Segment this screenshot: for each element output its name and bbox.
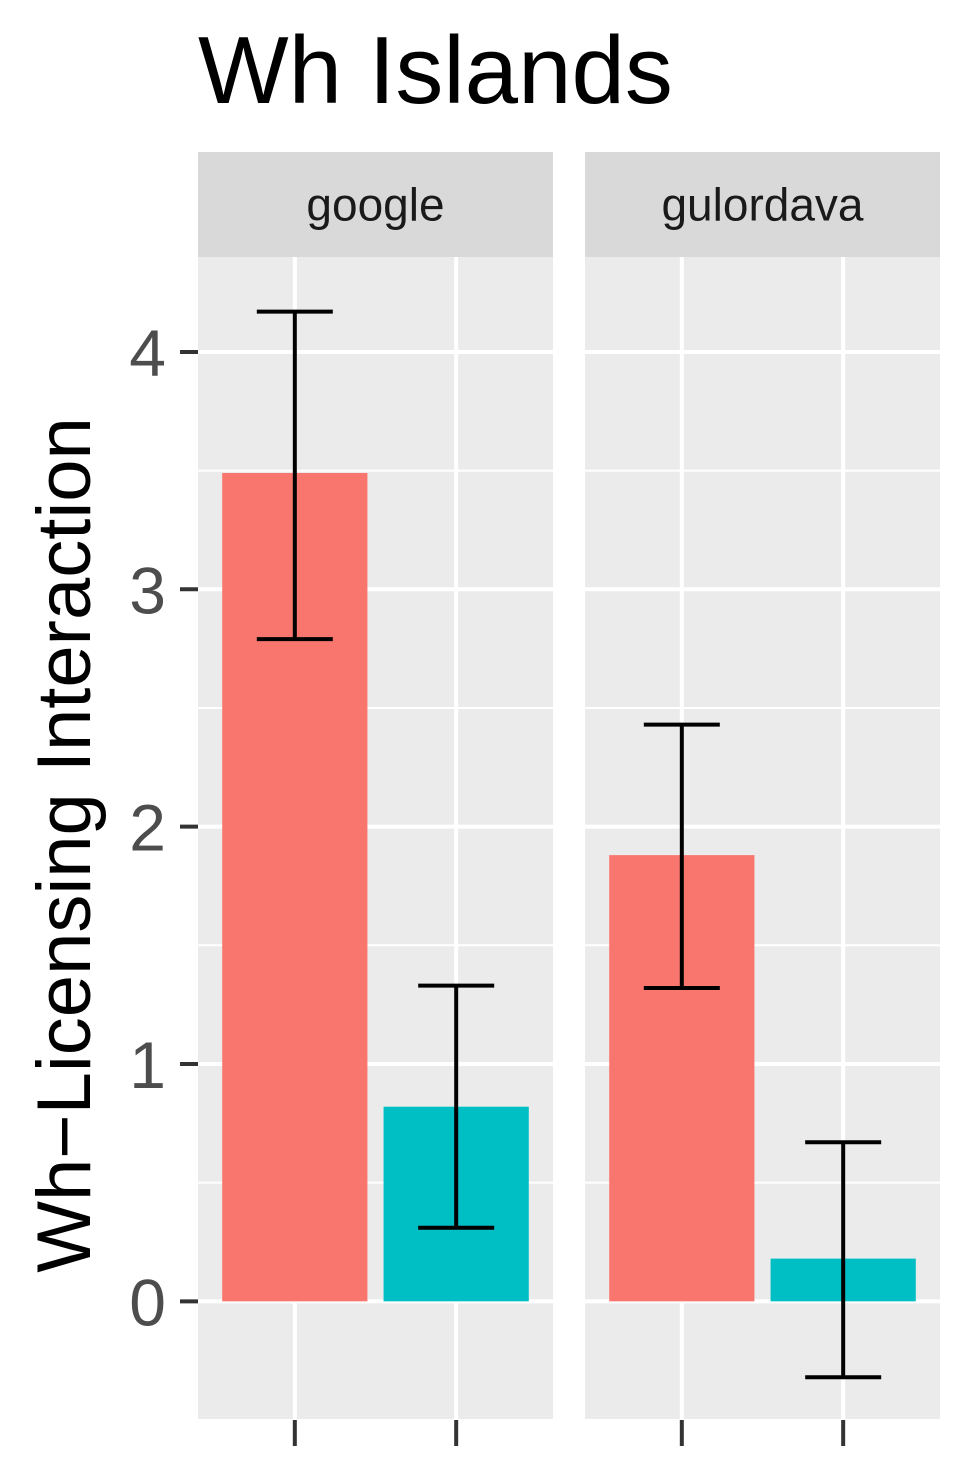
y-axis: 0 1 2 3 4 xyxy=(129,316,198,1339)
facet-strip xyxy=(198,152,553,257)
error-bar xyxy=(256,309,333,642)
y-tick-label: 1 xyxy=(129,1028,166,1102)
facet-panel-google: google xyxy=(198,152,553,1446)
error-bar xyxy=(805,1140,882,1380)
facet-panels: google gulordava xyxy=(198,152,940,1446)
y-tick-label: 2 xyxy=(129,791,166,865)
facet-panel-gulordava: gulordava xyxy=(585,152,940,1446)
error-bar xyxy=(418,983,495,1230)
facet-strip xyxy=(585,152,940,257)
y-tick-label: 3 xyxy=(129,553,166,627)
facet-strip-label: gulordava xyxy=(661,179,863,231)
y-tick-label: 4 xyxy=(129,316,166,390)
error-bar xyxy=(643,722,720,991)
chart-title: Wh Islands xyxy=(198,17,673,124)
y-axis-title: Wh−Licensing Interaction xyxy=(22,417,107,1272)
facet-strip-label: google xyxy=(306,179,444,231)
y-tick-label: 0 xyxy=(129,1265,166,1339)
